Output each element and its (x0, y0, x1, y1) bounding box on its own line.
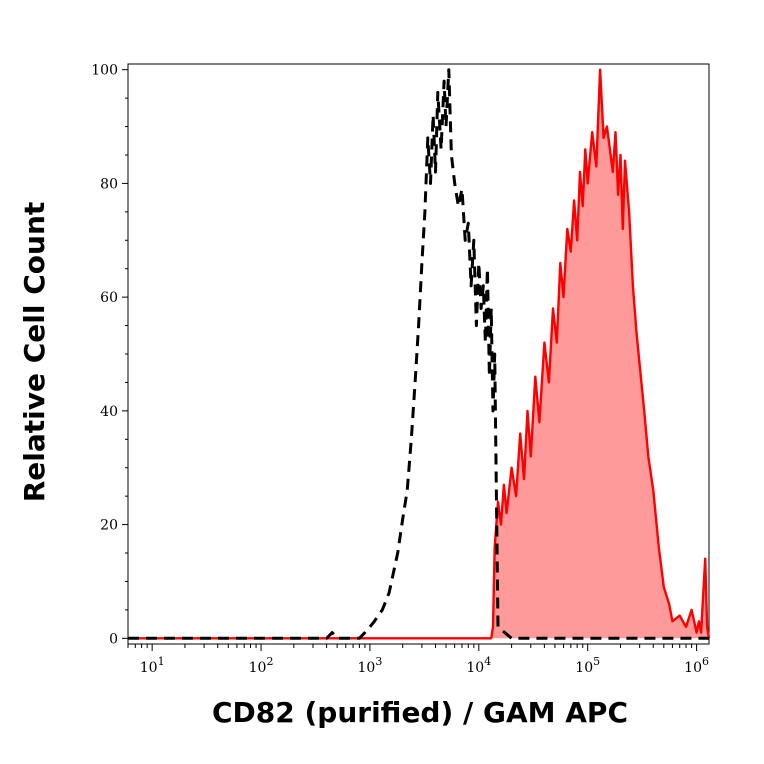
x-tick-label: 103 (358, 655, 383, 676)
x-tick-label: 101 (140, 655, 165, 676)
y-tick-label: 20 (100, 518, 118, 534)
x-tick-label: 106 (684, 655, 709, 676)
x-axis: 101 102 103 104 105 106 (127, 644, 709, 676)
y-tick-label: 80 (100, 176, 118, 192)
y-tick-label: 60 (100, 290, 118, 306)
y-axis-title: Relative Cell Count (18, 202, 51, 503)
y-axis: 0 20 40 60 80 100 (91, 63, 128, 647)
x-axis-title: CD82 (purified) / GAM APC (212, 696, 628, 729)
y-tick-label: 100 (91, 63, 118, 79)
stained-series-line (128, 68, 711, 640)
y-tick-label: 0 (109, 631, 118, 647)
control-series-line (128, 68, 709, 640)
x-tick-label: 104 (466, 655, 491, 676)
stained-series-fill (128, 69, 709, 639)
x-tick-label: 102 (249, 655, 274, 676)
x-tick-label: 105 (575, 655, 600, 676)
y-tick-label: 40 (100, 404, 118, 420)
series-layer (128, 68, 711, 640)
